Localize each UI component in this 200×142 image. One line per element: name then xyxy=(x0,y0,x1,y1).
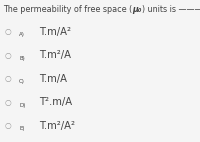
Text: B): B) xyxy=(19,56,25,61)
Text: ○: ○ xyxy=(5,74,12,83)
Text: T².m/A: T².m/A xyxy=(39,97,72,107)
Text: T.m²/A²: T.m²/A² xyxy=(39,121,75,131)
Text: ○: ○ xyxy=(5,121,12,130)
Text: C): C) xyxy=(19,79,25,84)
Text: T.m/A: T.m/A xyxy=(39,74,67,84)
Text: ○: ○ xyxy=(5,98,12,107)
Text: ○: ○ xyxy=(5,27,12,36)
Text: T.m²/A: T.m²/A xyxy=(39,50,71,60)
Text: D): D) xyxy=(19,103,25,108)
Text: E): E) xyxy=(19,126,24,131)
Text: μ₀: μ₀ xyxy=(132,5,142,14)
Text: ) units is ————: ) units is ———— xyxy=(142,5,200,14)
Text: A): A) xyxy=(19,32,25,37)
Text: ○: ○ xyxy=(5,51,12,60)
Text: The permeability of free space (: The permeability of free space ( xyxy=(3,5,132,14)
Text: T.m/A²: T.m/A² xyxy=(39,27,71,37)
